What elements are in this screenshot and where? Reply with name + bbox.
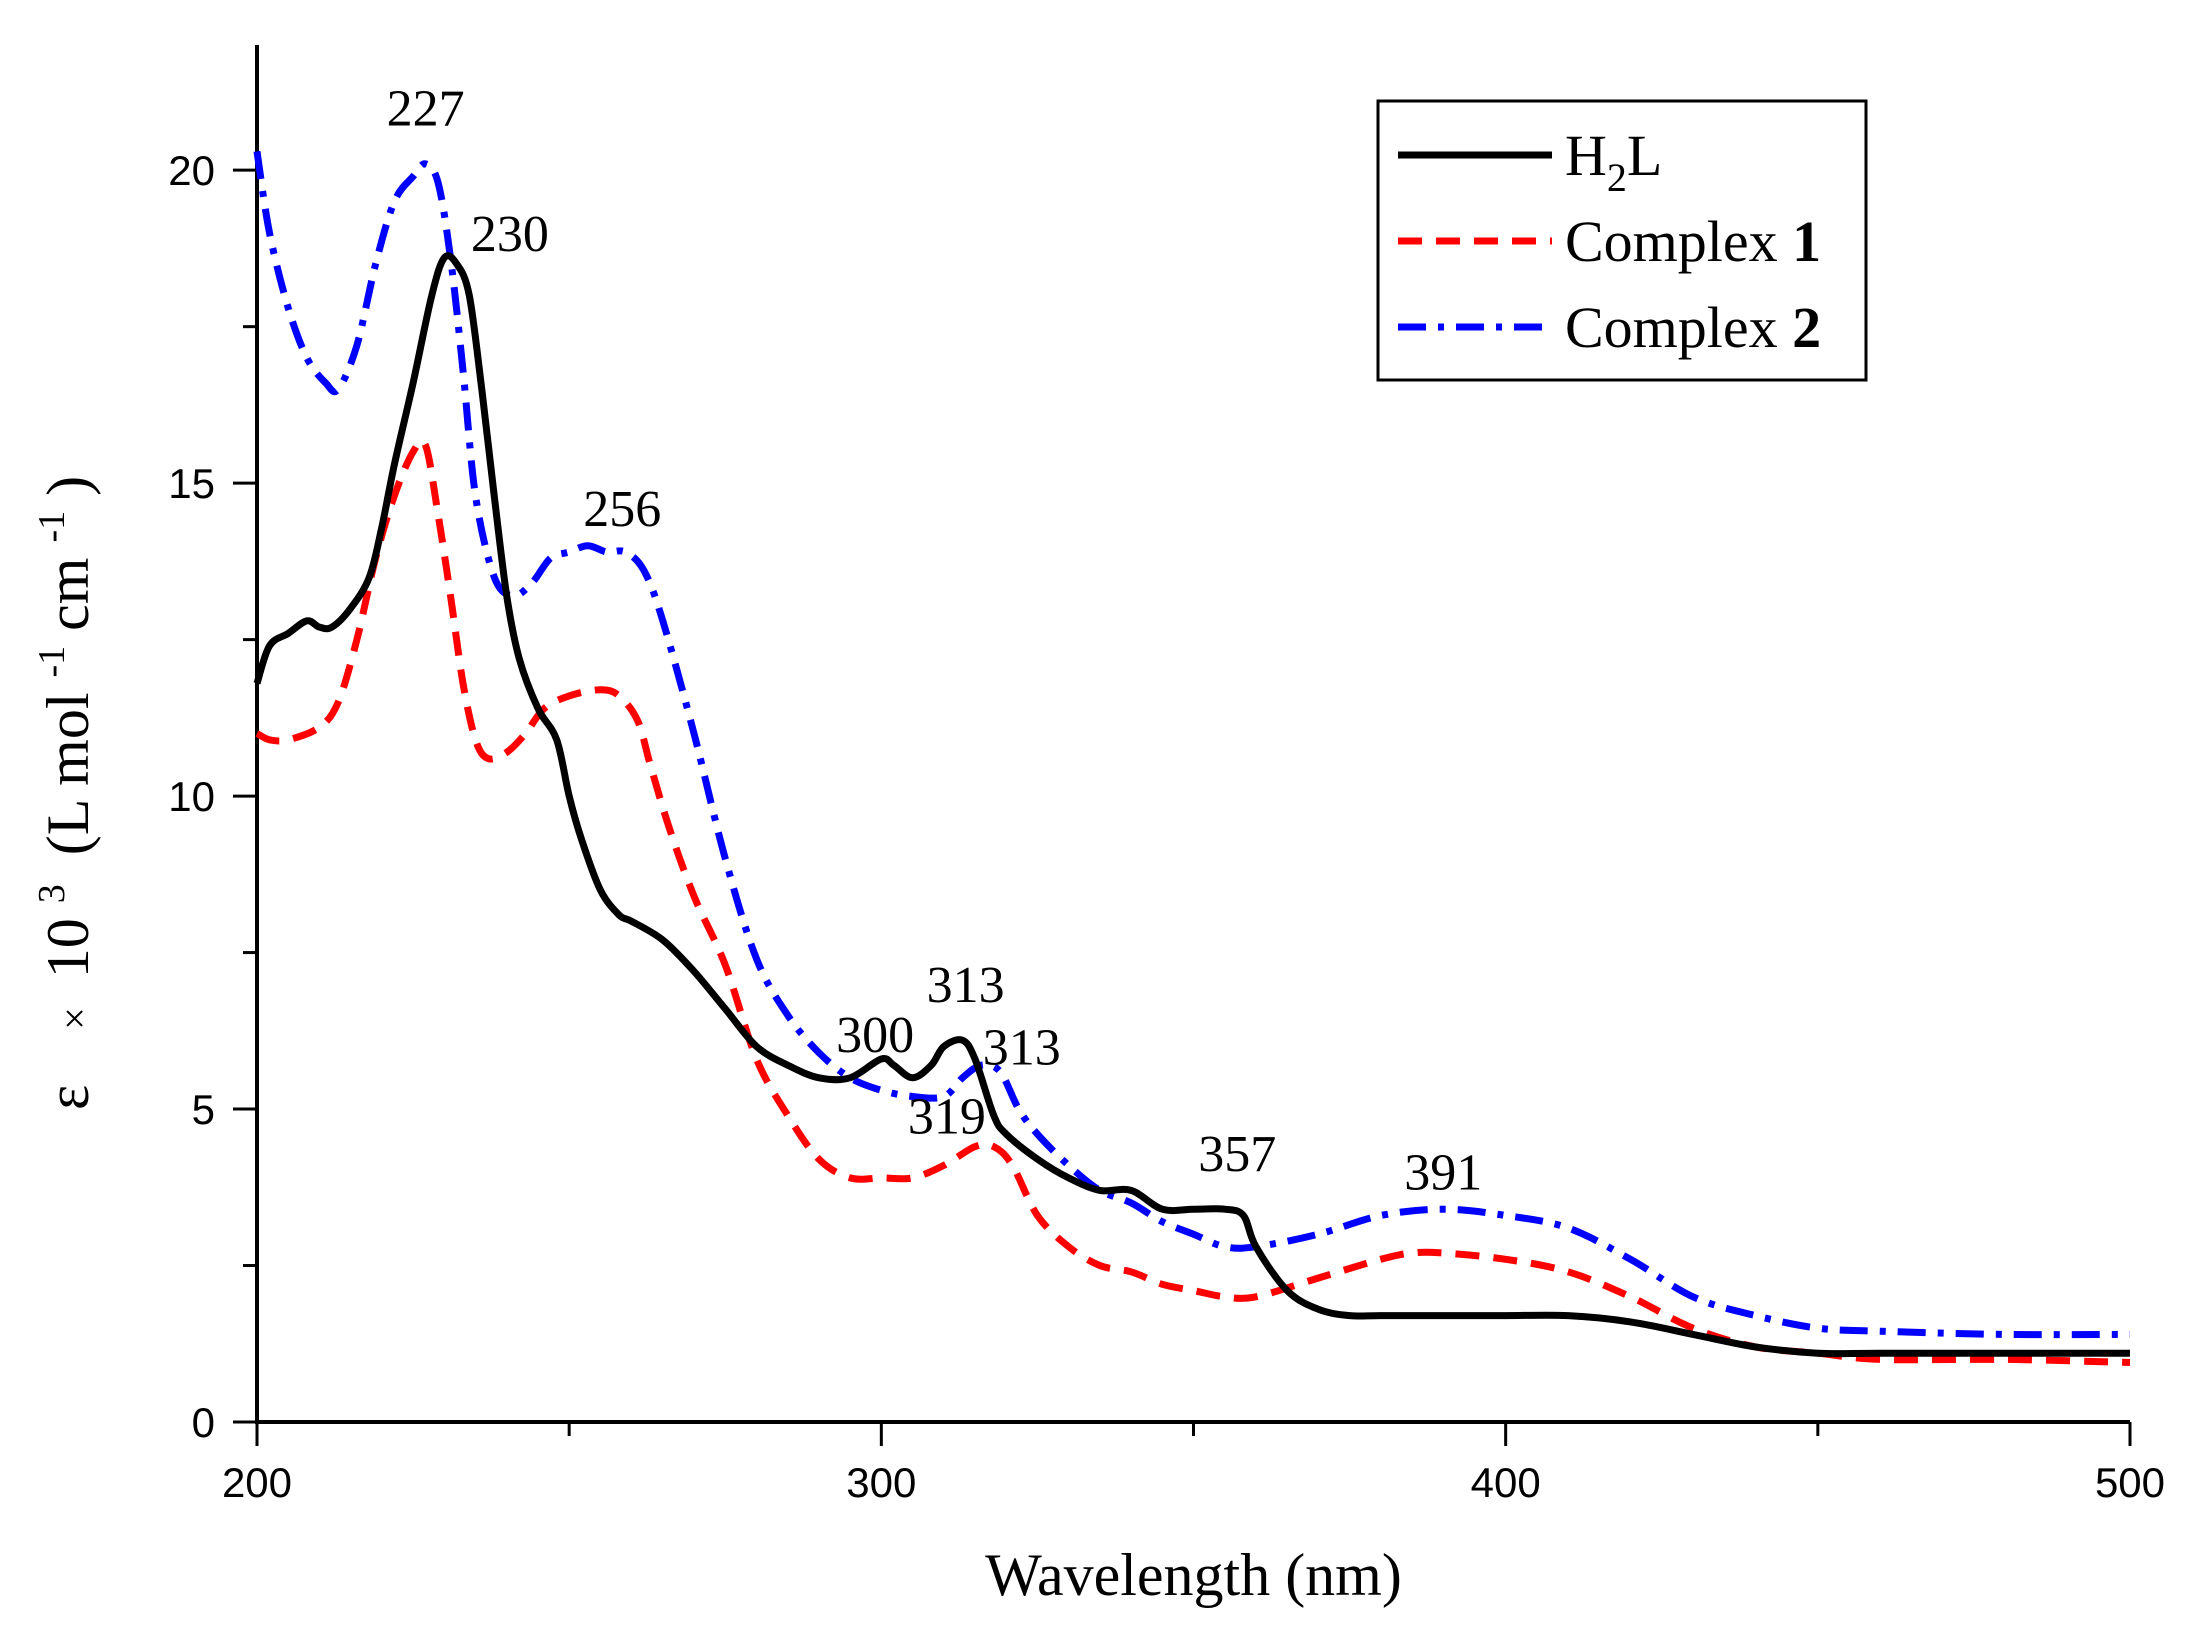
y-title-paren-close: ) (35, 476, 101, 496)
y-title-ten-exp: 3 (31, 884, 73, 903)
peak-label: 300 (836, 1007, 914, 1064)
legend-label: Complex 1 (1565, 209, 1821, 274)
peak-label: 391 (1404, 1145, 1482, 1202)
peak-label: 313 (983, 1019, 1061, 1076)
series-line-h2l (253, 252, 2130, 1358)
peak-label: 256 (583, 481, 661, 538)
x-tick-label: 200 (222, 1459, 292, 1506)
peak-label: 230 (471, 206, 549, 263)
y-title-mol-exp: -1 (31, 646, 73, 678)
series-line-complex-1 (255, 437, 2131, 1366)
legend-label-sub: 2 (1607, 155, 1627, 200)
y-title-times: × (52, 1007, 97, 1030)
y-tick-label: 0 (192, 1399, 215, 1446)
peak-label: 319 (908, 1088, 986, 1145)
y-title-ten: 10 (35, 918, 101, 978)
axis-ticks: 200 300 400 500 0 5 10 15 20 (168, 147, 2165, 1506)
legend-label-bold: 1 (1792, 209, 1821, 274)
legend-label: Complex 2 (1565, 295, 1821, 360)
y-title-cm: cm (35, 558, 101, 631)
x-tick-label: 500 (2095, 1459, 2165, 1506)
legend-label-main: H (1565, 123, 1607, 188)
y-axis-title: ε × 10 3 (L mol -1 cm -1 ) (11, 476, 101, 1110)
peak-label: 227 (387, 81, 465, 138)
y-tick-label: 10 (168, 773, 215, 820)
y-title-epsilon: ε (35, 1085, 101, 1110)
peak-label: 357 (1198, 1126, 1276, 1183)
legend-label-tail: L (1627, 123, 1662, 188)
peak-label: 313 (927, 957, 1005, 1014)
y-tick-label: 15 (168, 460, 215, 507)
series-line-complex-2 (253, 150, 2131, 1339)
y-tick-label: 5 (192, 1086, 215, 1133)
legend-label: H2L (1565, 123, 1662, 200)
x-tick-label: 300 (846, 1459, 916, 1506)
x-tick-label: 400 (1471, 1459, 1541, 1506)
legend-label-bold: 2 (1792, 295, 1821, 360)
y-axis-title-text: ε × 10 3 (L mol -1 cm -1 ) (11, 476, 101, 1110)
y-title-cm-exp: -1 (31, 511, 73, 543)
y-title-paren-open: (L mol (35, 692, 101, 855)
y-tick-label: 20 (168, 147, 215, 194)
series-lines (253, 150, 2131, 1366)
x-axis-title: Wavelength (nm) (985, 1542, 1402, 1608)
legend-label-main: Complex (1565, 295, 1792, 360)
legend-label-main: Complex (1565, 209, 1792, 274)
